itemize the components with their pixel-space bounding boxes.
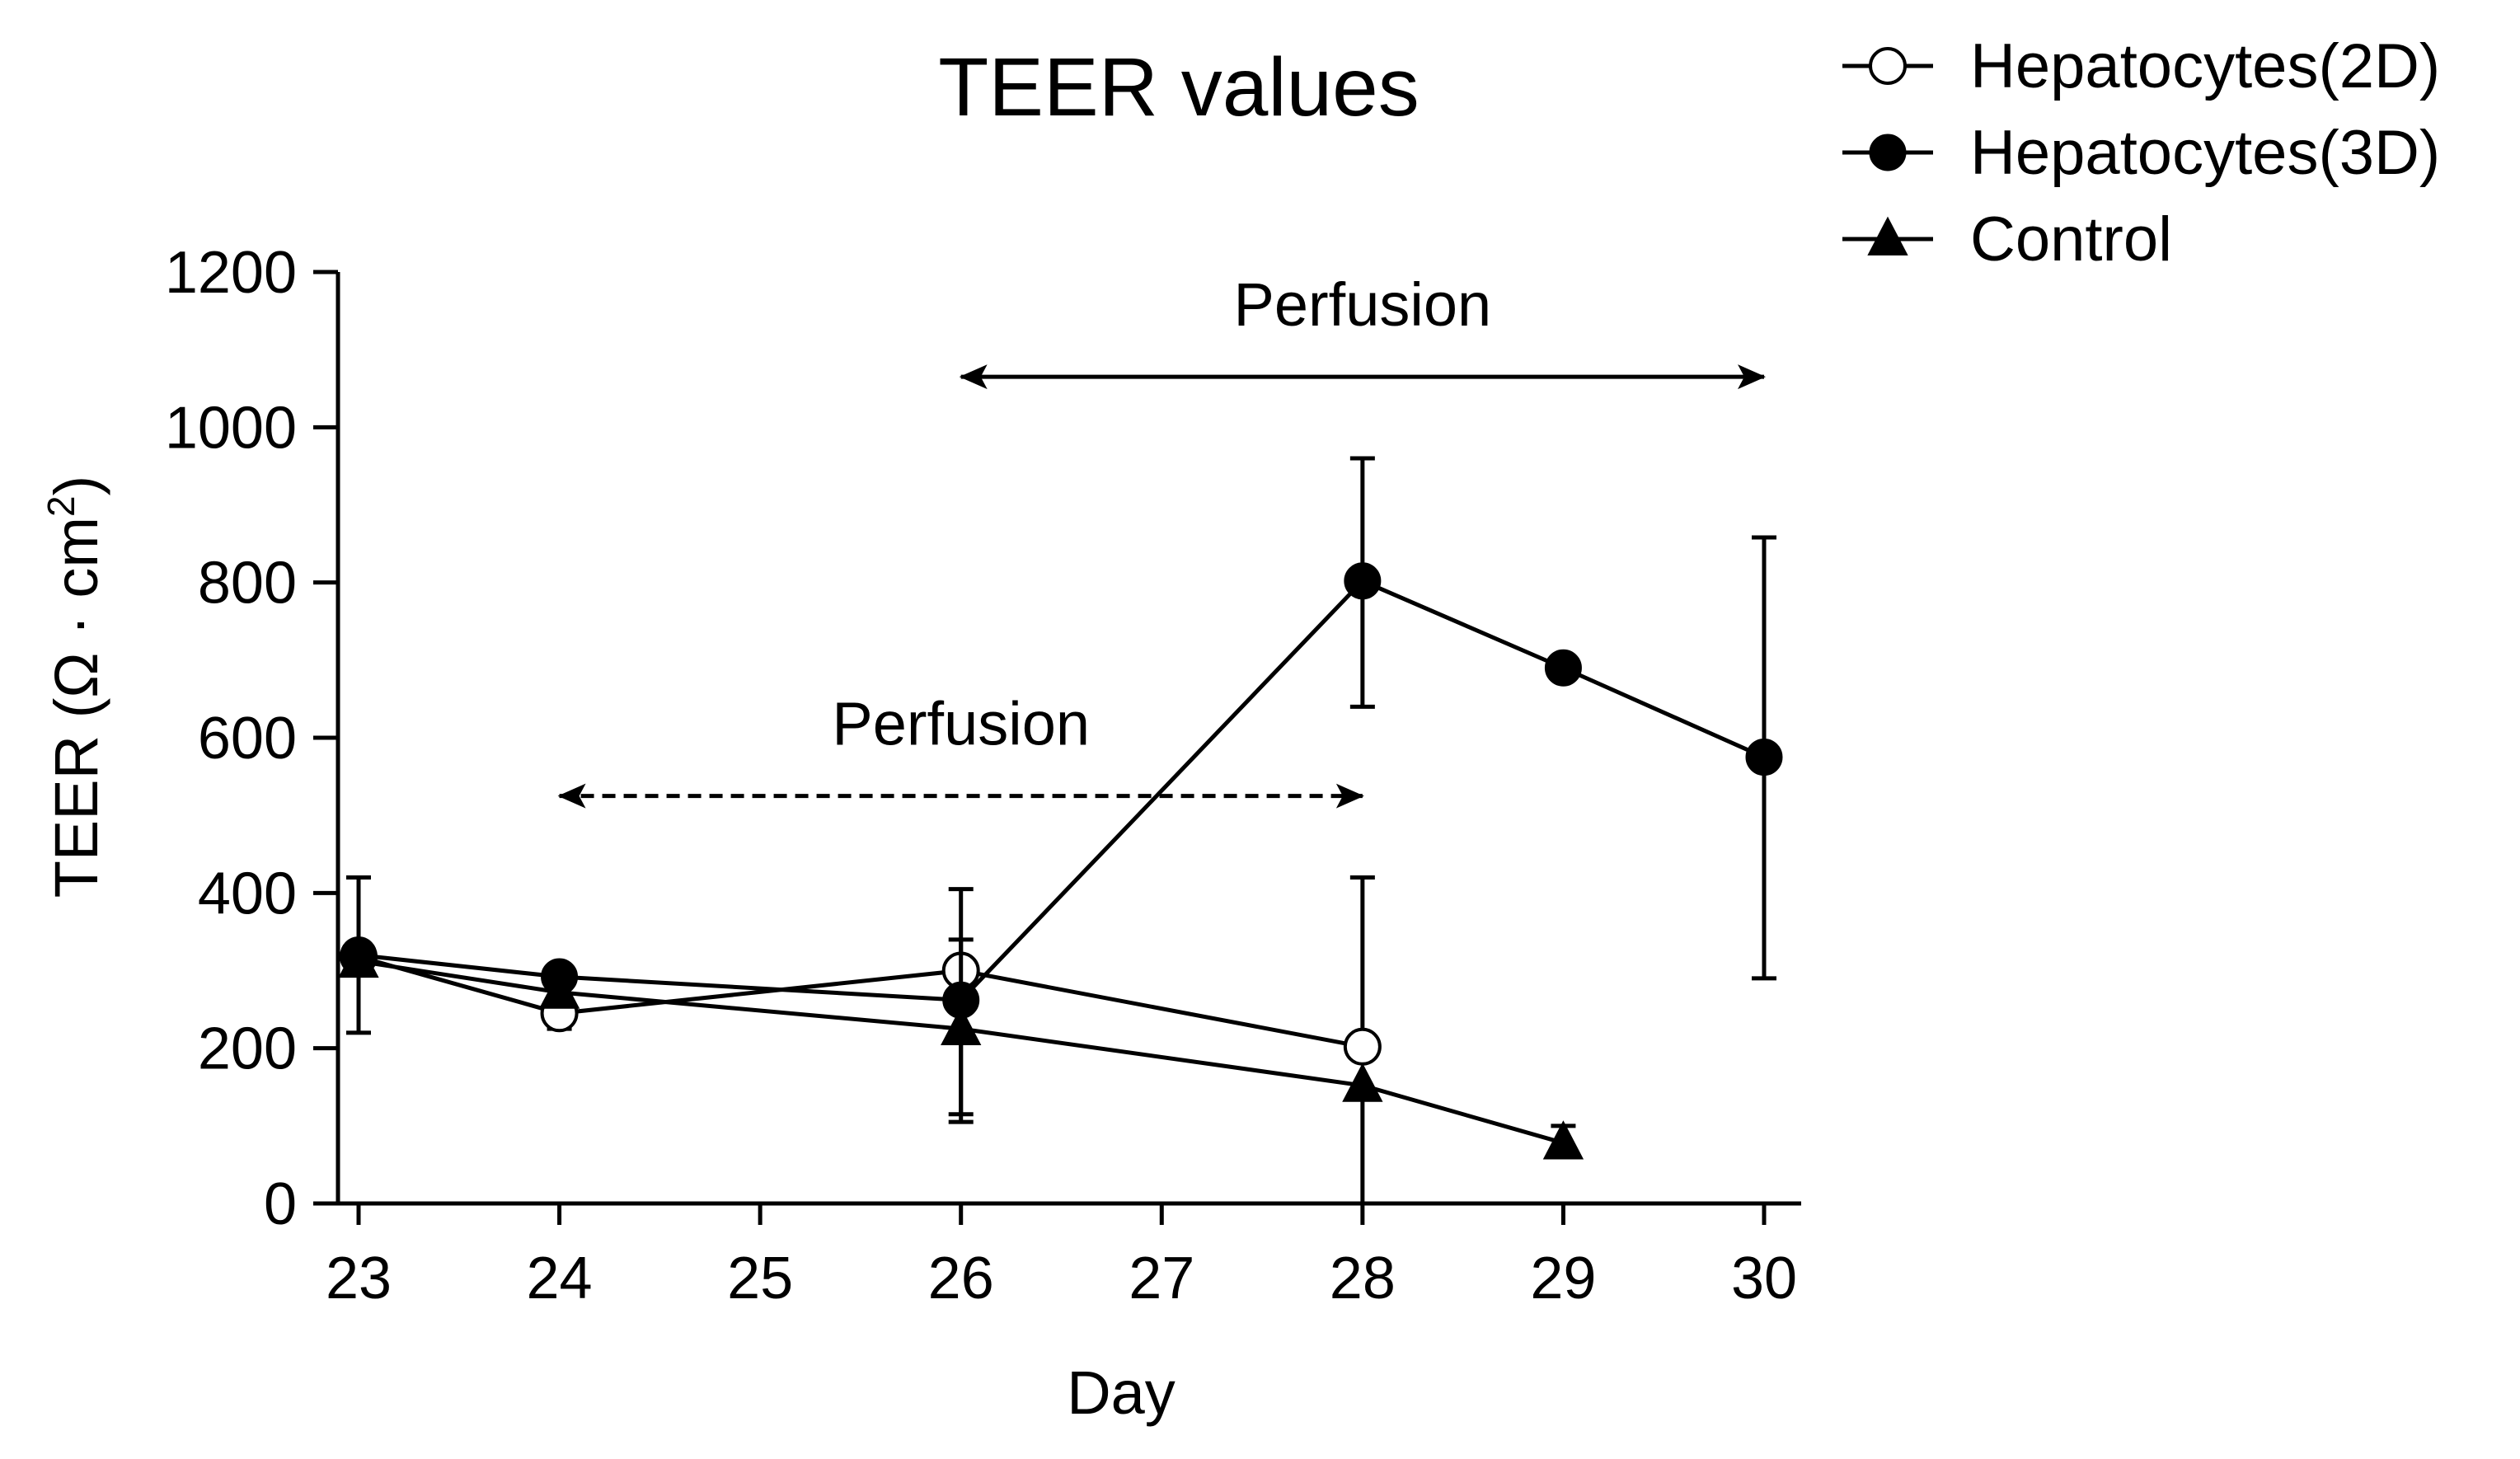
y-axis-label-main: TEER (Ω · cm: [42, 517, 110, 898]
legend-marker-hepatocytes-3d: [1869, 134, 1907, 171]
y-tick-label-200: 200: [198, 1016, 297, 1082]
error-bar-hepatocytes-2d-28: [1349, 875, 1375, 1047]
y-tick-label-600: 600: [198, 706, 297, 772]
annotation-label-1: Perfusion: [832, 690, 1090, 758]
legend-marker-control: [1867, 216, 1908, 256]
y-axis-label-sup: 2: [40, 495, 82, 517]
legend-label-hepatocytes-2d: Hepatocytes(2D): [1970, 31, 2440, 101]
data-point-hepatocytes-2d-28: [1343, 1027, 1382, 1066]
chart-title: TEER values: [938, 41, 1420, 134]
annotations: Perfusion Perfusion: [557, 270, 1766, 809]
series-line-hepatocytes-2d: [358, 955, 1363, 1049]
y-tick-label-800: 800: [198, 551, 297, 617]
data-point-control-29: [1542, 1120, 1584, 1160]
data-point-control-26: [941, 1006, 982, 1046]
data-point-control-24: [538, 969, 580, 1009]
x-tick-label-27: 27: [1129, 1246, 1194, 1311]
y-tick-label-0: 0: [264, 1171, 297, 1237]
x-tick-label-23: 23: [326, 1246, 392, 1311]
series-layer: [338, 456, 1783, 1203]
x-tick-label-28: 28: [1330, 1246, 1396, 1311]
annotation-label-2: Perfusion: [1234, 270, 1492, 339]
y-axis-label-close: ): [42, 476, 110, 496]
legend-marker-hepatocytes-2d: [1869, 47, 1907, 85]
data-point-control-28: [1342, 1063, 1383, 1102]
axes: 0 200 400 600 800 1000 1200 23 24 25 26 27 28 29 30: [165, 240, 1801, 1311]
y-axis-label: TEER (Ω · cm2): [40, 476, 110, 898]
legend-item-hepatocytes-2d: Hepatocytes(2D): [1842, 31, 2440, 101]
x-tick-label-26: 26: [928, 1246, 994, 1311]
data-point-hepatocytes-3d-29: [1544, 649, 1582, 687]
legend-label-control: Control: [1970, 204, 2172, 274]
y-tick-label-400: 400: [198, 861, 297, 927]
data-point-hepatocytes-3d-30: [1745, 739, 1783, 776]
x-tick-label-29: 29: [1530, 1246, 1596, 1311]
legend-item-control: Control: [1842, 204, 2172, 274]
legend: Hepatocytes(2D) Hepatocytes(3D) Control: [1842, 31, 2440, 274]
legend-item-hepatocytes-3d: Hepatocytes(3D): [1842, 118, 2440, 188]
y-tick-label-1000: 1000: [165, 395, 297, 461]
x-axis-label: Day: [1067, 1358, 1176, 1427]
data-point-control-23: [338, 938, 379, 978]
y-tick-label-1200: 1200: [165, 240, 297, 306]
x-tick-label-24: 24: [527, 1246, 593, 1311]
x-tick-label-25: 25: [727, 1246, 793, 1311]
x-tick-label-30: 30: [1731, 1246, 1797, 1311]
series-control: [338, 887, 1584, 1203]
data-point-hepatocytes-3d-28: [1344, 562, 1382, 600]
series-line-hepatocytes-3d: [358, 578, 1766, 1002]
legend-label-hepatocytes-3d: Hepatocytes(3D): [1970, 118, 2440, 188]
series-hepatocytes-2d: [340, 875, 1382, 1124]
error-bar-control-26: [948, 887, 974, 1117]
